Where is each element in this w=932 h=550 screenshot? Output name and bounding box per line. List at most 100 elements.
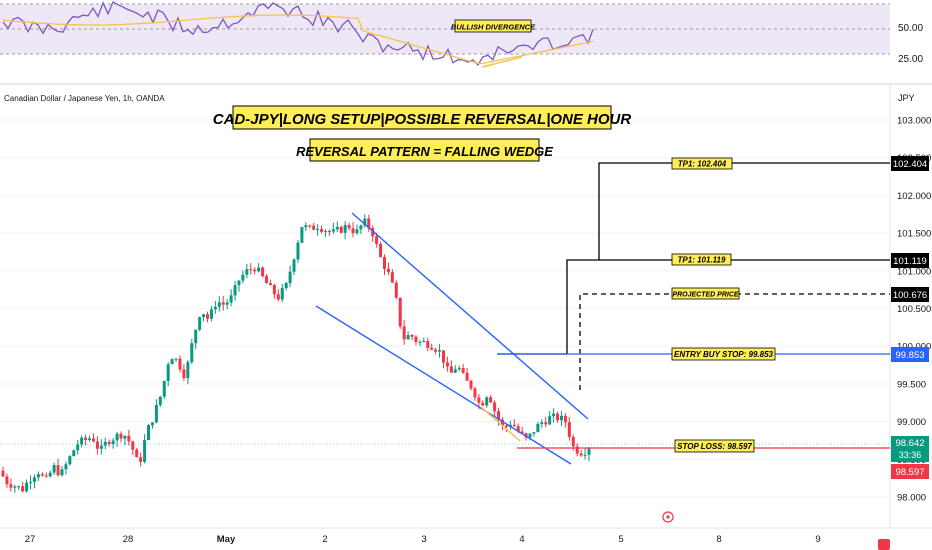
candle-body: [418, 341, 422, 343]
x-tick-label: 5: [618, 534, 623, 545]
candle-body: [233, 285, 237, 296]
candle-body: [245, 269, 249, 275]
candle-body: [375, 236, 379, 245]
candle-body: [308, 225, 312, 227]
candle-body: [469, 380, 473, 389]
candle-body: [481, 402, 485, 406]
candle-body: [331, 229, 335, 232]
candle-body: [143, 440, 147, 462]
tag-current-price: 98.642: [895, 438, 924, 449]
rsi-pane: BULLISH DIVERGENCE 50.00 25.00: [0, 0, 923, 82]
candle-body: [84, 437, 88, 440]
candle-body: [202, 314, 206, 318]
candle-body: [221, 302, 225, 305]
candle-body: [40, 474, 44, 476]
candle-body: [95, 441, 99, 449]
candle-body: [162, 380, 166, 397]
candle-body: [9, 484, 13, 488]
entry-label: ENTRY BUY STOP: 99.853: [674, 350, 774, 359]
tag-stop-box: [891, 464, 929, 479]
event-marker-icon[interactable]: [662, 511, 674, 523]
candle-body: [111, 440, 115, 445]
candle-body: [225, 302, 229, 305]
candle-body: [410, 335, 414, 337]
candle-body: [575, 446, 579, 454]
candle-body: [438, 350, 442, 352]
candle-body: [571, 436, 575, 447]
entry-label-box: [671, 347, 776, 361]
candle-body: [272, 285, 276, 295]
candle-body: [516, 426, 520, 432]
candle-body: [579, 453, 583, 456]
candle-body: [351, 228, 355, 234]
candle-body: [520, 431, 524, 434]
candle-body: [485, 397, 489, 406]
candle-body: [583, 454, 587, 456]
candle-body: [567, 422, 571, 437]
candle-body: [493, 402, 497, 412]
bullish-divergence-label: BULLISH DIVERGENCE: [451, 23, 536, 32]
candle-body: [178, 358, 182, 370]
candle-body: [213, 306, 217, 310]
tag-stop-loss: 98.597: [895, 467, 924, 478]
candle-body: [292, 259, 296, 272]
candle-body: [414, 336, 418, 342]
candle-body: [147, 425, 151, 441]
tag-current-box: [891, 436, 929, 462]
candle-body: [300, 227, 304, 243]
projected-label: PROJECTED PRICE: [672, 292, 738, 299]
candle-body: [422, 340, 426, 342]
candle-body: [563, 415, 567, 423]
candle-body: [150, 422, 154, 426]
candle-body: [512, 424, 516, 427]
candle-body: [343, 225, 347, 233]
candle-body: [123, 435, 127, 439]
candle-body: [257, 267, 261, 272]
candle-body: [1, 470, 5, 477]
candle-body: [249, 269, 253, 271]
candle-body: [36, 474, 40, 478]
wedge-lower-line: [315, 305, 572, 465]
tag-projected: 100.676: [893, 290, 927, 301]
x-tick-label: 9: [815, 534, 820, 545]
candle-body: [32, 477, 36, 482]
candle-body: [29, 481, 33, 483]
candle-body: [552, 413, 556, 417]
candle-body: [398, 297, 402, 327]
candle-body: [206, 314, 210, 319]
x-tick-label: 2: [322, 534, 327, 545]
sub-title: REVERSAL PATTERN = FALLING WEDGE: [296, 144, 553, 159]
x-axis: 27 28 May 2 3 4 5 8 9: [25, 534, 821, 545]
candle-body: [430, 347, 434, 350]
candle-body: [5, 476, 9, 485]
candle-body: [304, 225, 308, 228]
candle-body: [559, 415, 563, 421]
candle-body: [445, 362, 449, 367]
y-tick-label: 100.500: [897, 304, 931, 315]
candle-body: [13, 486, 17, 488]
y-tick-label: 98.000: [897, 493, 926, 504]
candle-body: [390, 272, 394, 283]
candle-body: [382, 256, 386, 269]
candle-body: [127, 435, 131, 442]
rsi-ma-line: [2, 14, 594, 65]
candle-body: [500, 419, 504, 426]
candle-body: [461, 368, 465, 373]
candle-body: [135, 449, 139, 458]
candle-body: [237, 280, 241, 286]
candle-body: [217, 302, 221, 307]
candle-body: [426, 340, 430, 348]
candle-body: [465, 372, 469, 381]
candle-body: [312, 225, 316, 230]
candle-body: [72, 450, 76, 457]
candle-body: [536, 423, 540, 433]
candle-body: [355, 229, 359, 234]
candle-body: [209, 309, 213, 319]
candle-body: [449, 366, 453, 373]
candle-body: [434, 349, 438, 352]
candle-body: [268, 283, 272, 286]
scroll-marker-icon[interactable]: [878, 539, 890, 550]
candle-body: [91, 438, 95, 442]
candle-body: [182, 369, 186, 378]
candle-body: [335, 226, 339, 230]
